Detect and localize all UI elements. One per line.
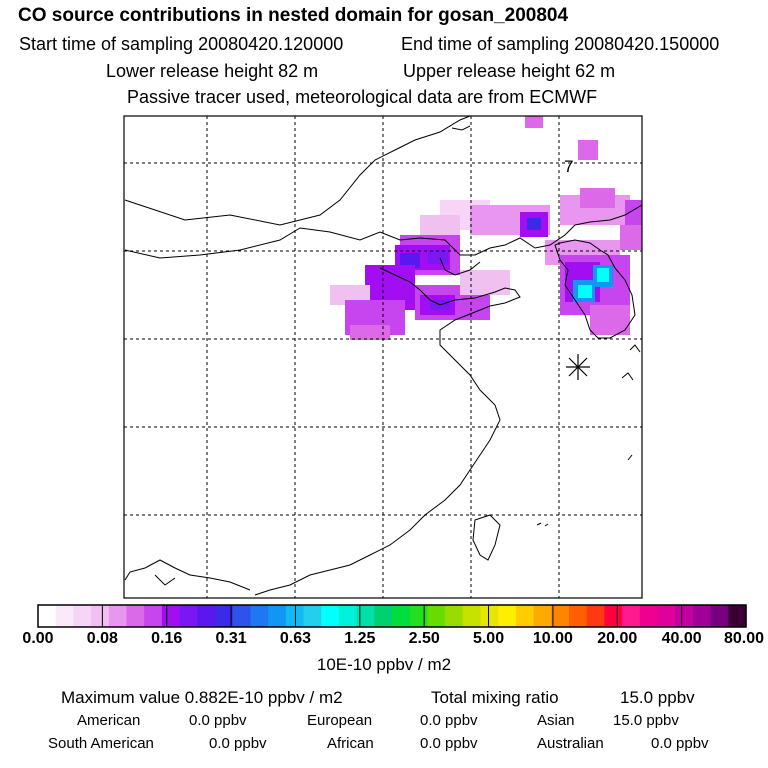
colorbar-swatch bbox=[657, 605, 676, 627]
field-cell bbox=[428, 250, 448, 264]
australian-label: Australian bbox=[537, 735, 604, 752]
colorbar-swatch bbox=[569, 605, 588, 627]
colorbar-tick-label: 0.00 bbox=[22, 630, 54, 647]
south-american-label: South American bbox=[48, 735, 154, 752]
african-label: African bbox=[327, 735, 374, 752]
colorbar-swatch bbox=[586, 605, 605, 627]
colorbar-tick-label: 5.00 bbox=[472, 630, 505, 647]
colorbar-tick-label: 0.31 bbox=[215, 630, 247, 647]
receptor-asterisk-icon bbox=[566, 354, 590, 380]
colorbar-swatch bbox=[462, 605, 482, 627]
australian-value: 0.0 ppbv bbox=[651, 735, 709, 752]
figure-title: CO source contributions in nested domain… bbox=[18, 5, 569, 26]
field-cell bbox=[590, 305, 630, 335]
colorbar-swatch bbox=[285, 605, 305, 627]
colorbar-swatch bbox=[144, 605, 163, 627]
colorbar-swatch bbox=[692, 605, 712, 627]
colorbar-frame bbox=[37, 604, 747, 628]
colorbar-swatch bbox=[303, 605, 322, 627]
colorbar-swatch bbox=[126, 605, 145, 627]
field-cell bbox=[460, 270, 510, 295]
colorbar-swatch bbox=[604, 605, 623, 627]
european-label: European bbox=[307, 712, 373, 729]
colorbar-swatch bbox=[427, 605, 446, 627]
max-value: Maximum value 0.882E-10 ppbv / m2 bbox=[61, 688, 343, 707]
colorbar-swatch bbox=[515, 605, 535, 627]
colorbar-tick-label: 0.08 bbox=[86, 630, 118, 647]
european-value: 0.0 ppbv bbox=[420, 712, 478, 729]
colorbar-tick-label: 2.50 bbox=[408, 630, 440, 647]
asian-value: 15.0 ppbv bbox=[613, 712, 679, 729]
colorbar-swatch bbox=[392, 605, 411, 627]
colorbar-swatch bbox=[728, 605, 747, 627]
coastlines bbox=[124, 115, 643, 596]
colorbar-swatch bbox=[356, 605, 375, 627]
field-cell bbox=[578, 140, 598, 160]
start-time: Start time of sampling 20080420.120000 bbox=[19, 34, 344, 54]
colorbar-tick-label: 1.25 bbox=[344, 630, 376, 647]
field-cell bbox=[527, 218, 541, 230]
american-value: 0.0 ppbv bbox=[189, 712, 247, 729]
graticule bbox=[124, 116, 642, 598]
colorbar-swatch bbox=[179, 605, 198, 627]
end-time: End time of sampling 20080420.150000 bbox=[401, 34, 720, 54]
colorbar-swatch bbox=[197, 605, 216, 627]
field-cell bbox=[578, 285, 592, 298]
colorbar-tick-label: 20.00 bbox=[597, 630, 638, 647]
colorbar-swatch bbox=[108, 605, 128, 627]
colorbar-tick-label: 10.00 bbox=[532, 630, 573, 647]
colorbar-swatch bbox=[232, 605, 251, 627]
lower-release-height: Lower release height 82 m bbox=[106, 61, 319, 81]
field-cell bbox=[620, 225, 642, 250]
field-cell bbox=[597, 268, 609, 282]
colorbar-swatch bbox=[480, 605, 499, 627]
colorbar-tick-label: 0.16 bbox=[151, 630, 183, 647]
colorbar bbox=[37, 605, 747, 627]
colorbar-swatch bbox=[321, 605, 340, 627]
map-frame bbox=[123, 115, 643, 599]
colorbar-swatch bbox=[38, 605, 57, 627]
field-cell bbox=[580, 188, 615, 208]
colorbar-swatch bbox=[622, 605, 641, 627]
total-mixing-value: 15.0 ppbv bbox=[620, 688, 695, 707]
colorbar-swatch bbox=[639, 605, 659, 627]
colorbar-swatch bbox=[445, 605, 464, 627]
colorbar-swatch bbox=[675, 605, 694, 627]
colorbar-swatch bbox=[498, 605, 517, 627]
colorbar-tick-label: 0.63 bbox=[279, 630, 312, 647]
total-mixing-label: Total mixing ratio bbox=[431, 688, 559, 707]
colorbar-swatch bbox=[215, 605, 234, 627]
colorbar-swatch bbox=[409, 605, 428, 627]
upper-release-height: Upper release height 62 m bbox=[403, 61, 616, 81]
colorbar-swatch bbox=[374, 605, 393, 627]
colorbar-swatch bbox=[91, 605, 110, 627]
american-label: American bbox=[77, 712, 141, 729]
colorbar-swatch bbox=[268, 605, 287, 627]
colorbar-swatch bbox=[161, 605, 181, 627]
colorbar-tick-label: 80.00 bbox=[723, 630, 765, 647]
south-american-value: 0.0 ppbv bbox=[209, 735, 267, 752]
field-cell bbox=[400, 253, 420, 268]
colorbar-swatch bbox=[73, 605, 92, 627]
tracer-note: Passive tracer used, meteorological data… bbox=[127, 87, 598, 107]
colorbar-swatch bbox=[55, 605, 74, 627]
colorbar-tick-label: 40.00 bbox=[661, 630, 702, 647]
field-cell bbox=[525, 116, 543, 128]
colorbar-swatch bbox=[710, 605, 729, 627]
field-cell bbox=[350, 325, 390, 340]
map-marker-label: 7 bbox=[564, 157, 573, 176]
colorbar-swatch bbox=[551, 605, 570, 627]
colorbar-swatch bbox=[533, 605, 552, 627]
colorbar-swatch bbox=[250, 605, 269, 627]
colorbar-units: 10E-10 ppbv / m2 bbox=[316, 655, 452, 674]
african-value: 0.0 ppbv bbox=[420, 735, 478, 752]
colorbar-swatch bbox=[338, 605, 358, 627]
asian-label: Asian bbox=[537, 712, 575, 729]
